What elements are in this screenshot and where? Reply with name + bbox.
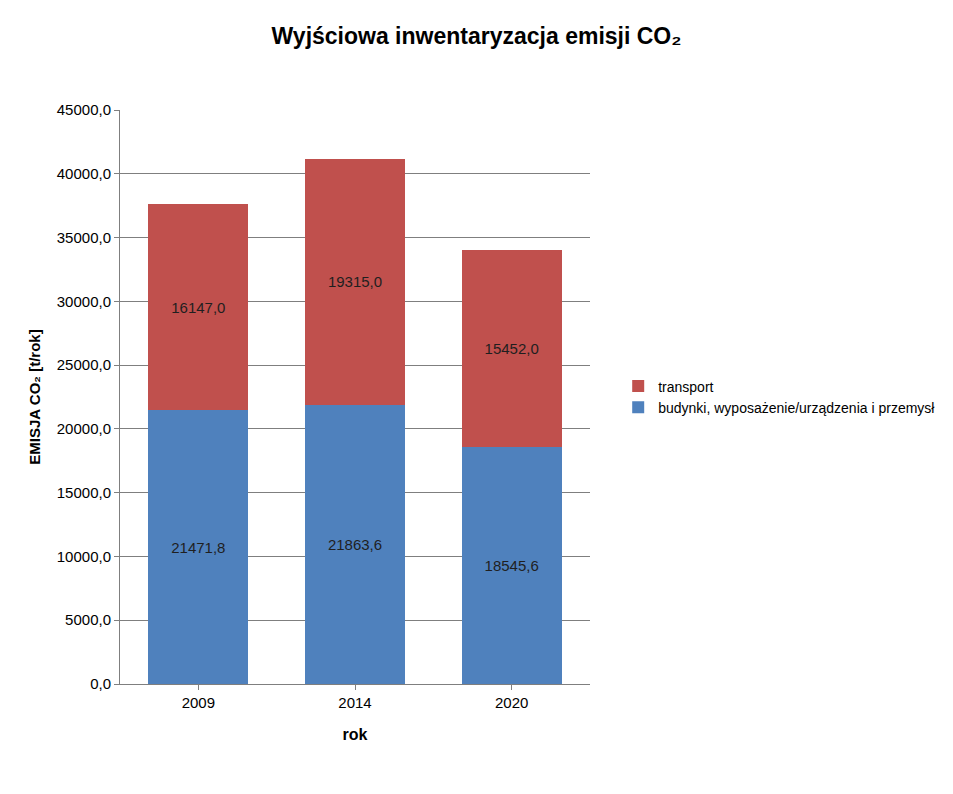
svg-text:0,0: 0,0 — [90, 675, 111, 692]
svg-text:2014: 2014 — [338, 694, 371, 711]
svg-text:15452,0: 15452,0 — [485, 340, 539, 357]
svg-text:20000,0: 20000,0 — [57, 420, 111, 437]
svg-text:2009: 2009 — [182, 694, 215, 711]
svg-text:5000,0: 5000,0 — [65, 611, 111, 628]
svg-text:2020: 2020 — [495, 694, 528, 711]
svg-text:21471,8: 21471,8 — [171, 539, 225, 556]
svg-text:35000,0: 35000,0 — [57, 229, 111, 246]
svg-text:19315,0: 19315,0 — [328, 273, 382, 290]
svg-text:budynki, wyposażenie/urządzeni: budynki, wyposażenie/urządzenia i przemy… — [658, 400, 935, 416]
svg-text:transport: transport — [658, 379, 713, 395]
svg-text:21863,6: 21863,6 — [328, 536, 382, 553]
svg-text:rok: rok — [343, 726, 368, 743]
svg-text:45000,0: 45000,0 — [57, 101, 111, 118]
svg-text:Wyjściowa inwentaryzacja emisj: Wyjściowa inwentaryzacja emisji CO₂ — [272, 23, 682, 49]
svg-text:25000,0: 25000,0 — [57, 356, 111, 373]
svg-text:18545,6: 18545,6 — [485, 557, 539, 574]
svg-text:40000,0: 40000,0 — [57, 165, 111, 182]
svg-text:10000,0: 10000,0 — [57, 548, 111, 565]
svg-text:15000,0: 15000,0 — [57, 484, 111, 501]
svg-text:30000,0: 30000,0 — [57, 293, 111, 310]
svg-text:EMISJA CO₂ [t/rok]: EMISJA CO₂ [t/rok] — [26, 329, 43, 464]
svg-text:16147,0: 16147,0 — [171, 299, 225, 316]
